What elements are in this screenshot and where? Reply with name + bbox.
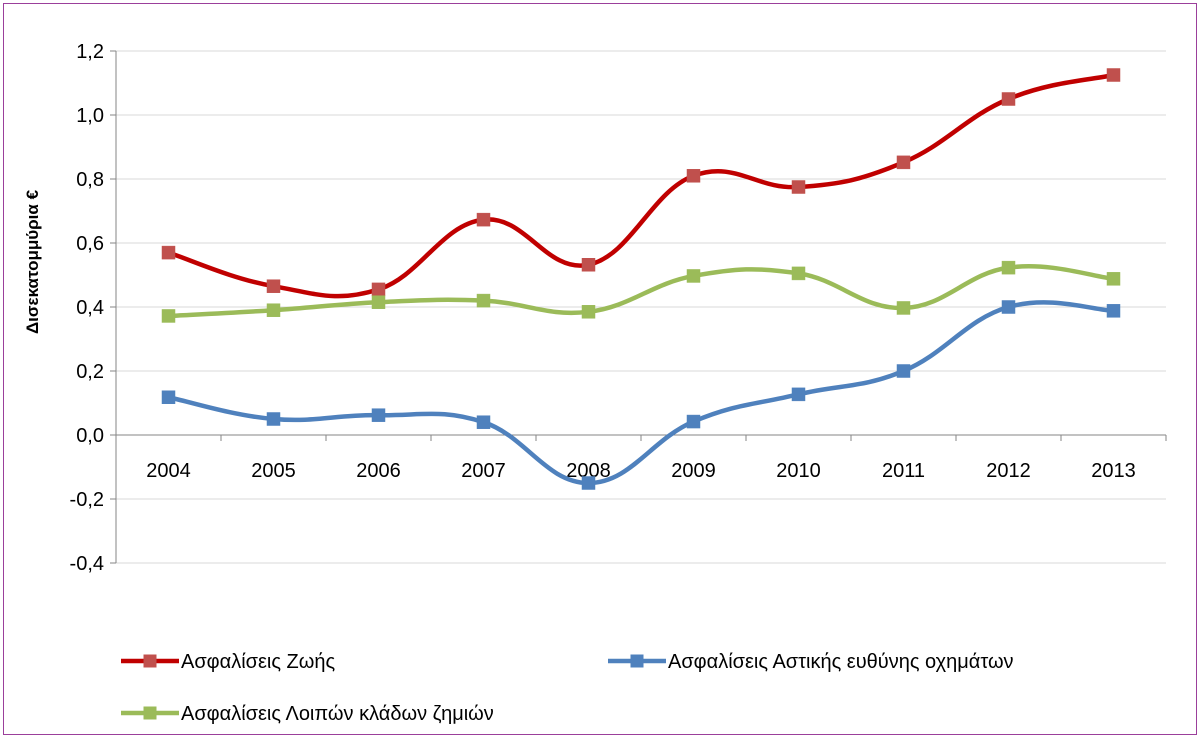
legend-marker — [143, 706, 157, 720]
y-tick-label: 0,0 — [76, 425, 104, 447]
y-tick-label: 0,2 — [76, 361, 104, 383]
chart-frame: -0,4 -0,2 0,0 0,2 0,4 0,6 0,8 1,0 1,2 2004 2005 20… — [3, 3, 1197, 735]
series-line — [168, 300, 1114, 486]
x-tick-label: 2012 — [986, 460, 1031, 482]
data-point — [476, 415, 491, 429]
data-point — [686, 169, 701, 183]
data-point — [1106, 304, 1121, 318]
data-point — [476, 212, 491, 227]
data-point — [896, 155, 911, 170]
data-point — [161, 309, 176, 323]
data-point — [686, 414, 701, 429]
y-tick-label: -0,4 — [70, 553, 104, 575]
series-line — [167, 72, 1115, 299]
legend-label: Ασφαλίσεις Αστικής ευθύνης οχημάτων — [668, 651, 1014, 673]
legend-item: Ασφαλίσεις Αστικής ευθύνης οχημάτων — [608, 651, 1014, 673]
x-tick-label: 2013 — [1091, 460, 1136, 482]
data-point — [1106, 272, 1121, 286]
data-point — [266, 412, 281, 426]
x-tick-label: 2004 — [146, 460, 191, 482]
y-tick-label: -0,2 — [70, 489, 104, 511]
legend-item: Ασφαλίσεις Ζωής — [121, 651, 336, 673]
y-axis-label: Δισεκατομμύρια € — [23, 189, 42, 334]
x-tick-label: 2005 — [251, 460, 296, 482]
x-tick-labels: 2004 2005 2006 2007 2008 2009 2010 2011 2012 2013 — [146, 460, 1136, 482]
data-point — [896, 364, 911, 378]
data-point — [161, 245, 176, 260]
y-tick-label: 0,6 — [76, 233, 104, 255]
line-chart: -0,4-0,20,00,20,40,60,81,01,2 2004 2005 20… — [23, 41, 1167, 725]
x-tick-label: 2008 — [566, 460, 611, 482]
data-point — [581, 305, 596, 319]
y-tick-labels: -0,4 -0,2 0,0 0,2 0,4 0,6 0,8 1,0 1,2 — [70, 41, 104, 575]
series-3 — [161, 260, 1121, 323]
legend-marker — [630, 654, 644, 668]
x-tick-label: 2006 — [356, 460, 401, 482]
data-point — [1001, 92, 1016, 106]
data-point — [371, 295, 386, 309]
x-tick-label: 2010 — [776, 460, 821, 482]
y-tick-label: 0,8 — [76, 169, 104, 191]
data-point — [1106, 68, 1121, 82]
data-point — [791, 387, 806, 402]
series-1 — [161, 68, 1121, 299]
data-point — [266, 303, 281, 317]
data-point — [371, 408, 386, 422]
data-point — [1001, 300, 1016, 314]
series-group — [161, 68, 1121, 490]
legend: Ασφαλίσεις Ζωής Ασφαλίσεις Αστικής ευθύνη… — [121, 651, 1014, 725]
series-line — [168, 264, 1114, 319]
data-point — [896, 301, 911, 315]
data-point — [1001, 260, 1016, 275]
data-point — [791, 180, 806, 194]
data-point — [791, 266, 806, 281]
data-point — [476, 293, 491, 308]
legend-item: Ασφαλίσεις Λοιπών κλάδων ζημιών — [121, 703, 494, 725]
data-point — [266, 279, 281, 293]
y-tick-label: 1,0 — [76, 105, 104, 127]
series-2 — [161, 300, 1121, 490]
y-tick-label: 0,4 — [76, 297, 104, 319]
y-tick-label: 1,2 — [76, 41, 104, 63]
x-tick-label: 2007 — [461, 460, 506, 482]
data-point — [581, 258, 596, 272]
x-tick-label: 2011 — [882, 460, 925, 482]
legend-label: Ασφαλίσεις Ζωής — [181, 651, 336, 673]
x-tick-label: 2009 — [671, 460, 716, 482]
axes — [110, 50, 1167, 564]
data-point — [581, 476, 596, 490]
legend-marker — [143, 654, 157, 668]
legend-label: Ασφαλίσεις Λοιπών κλάδων ζημιών — [181, 703, 494, 725]
data-point — [371, 282, 386, 297]
data-point — [686, 269, 701, 283]
data-point — [161, 390, 176, 404]
